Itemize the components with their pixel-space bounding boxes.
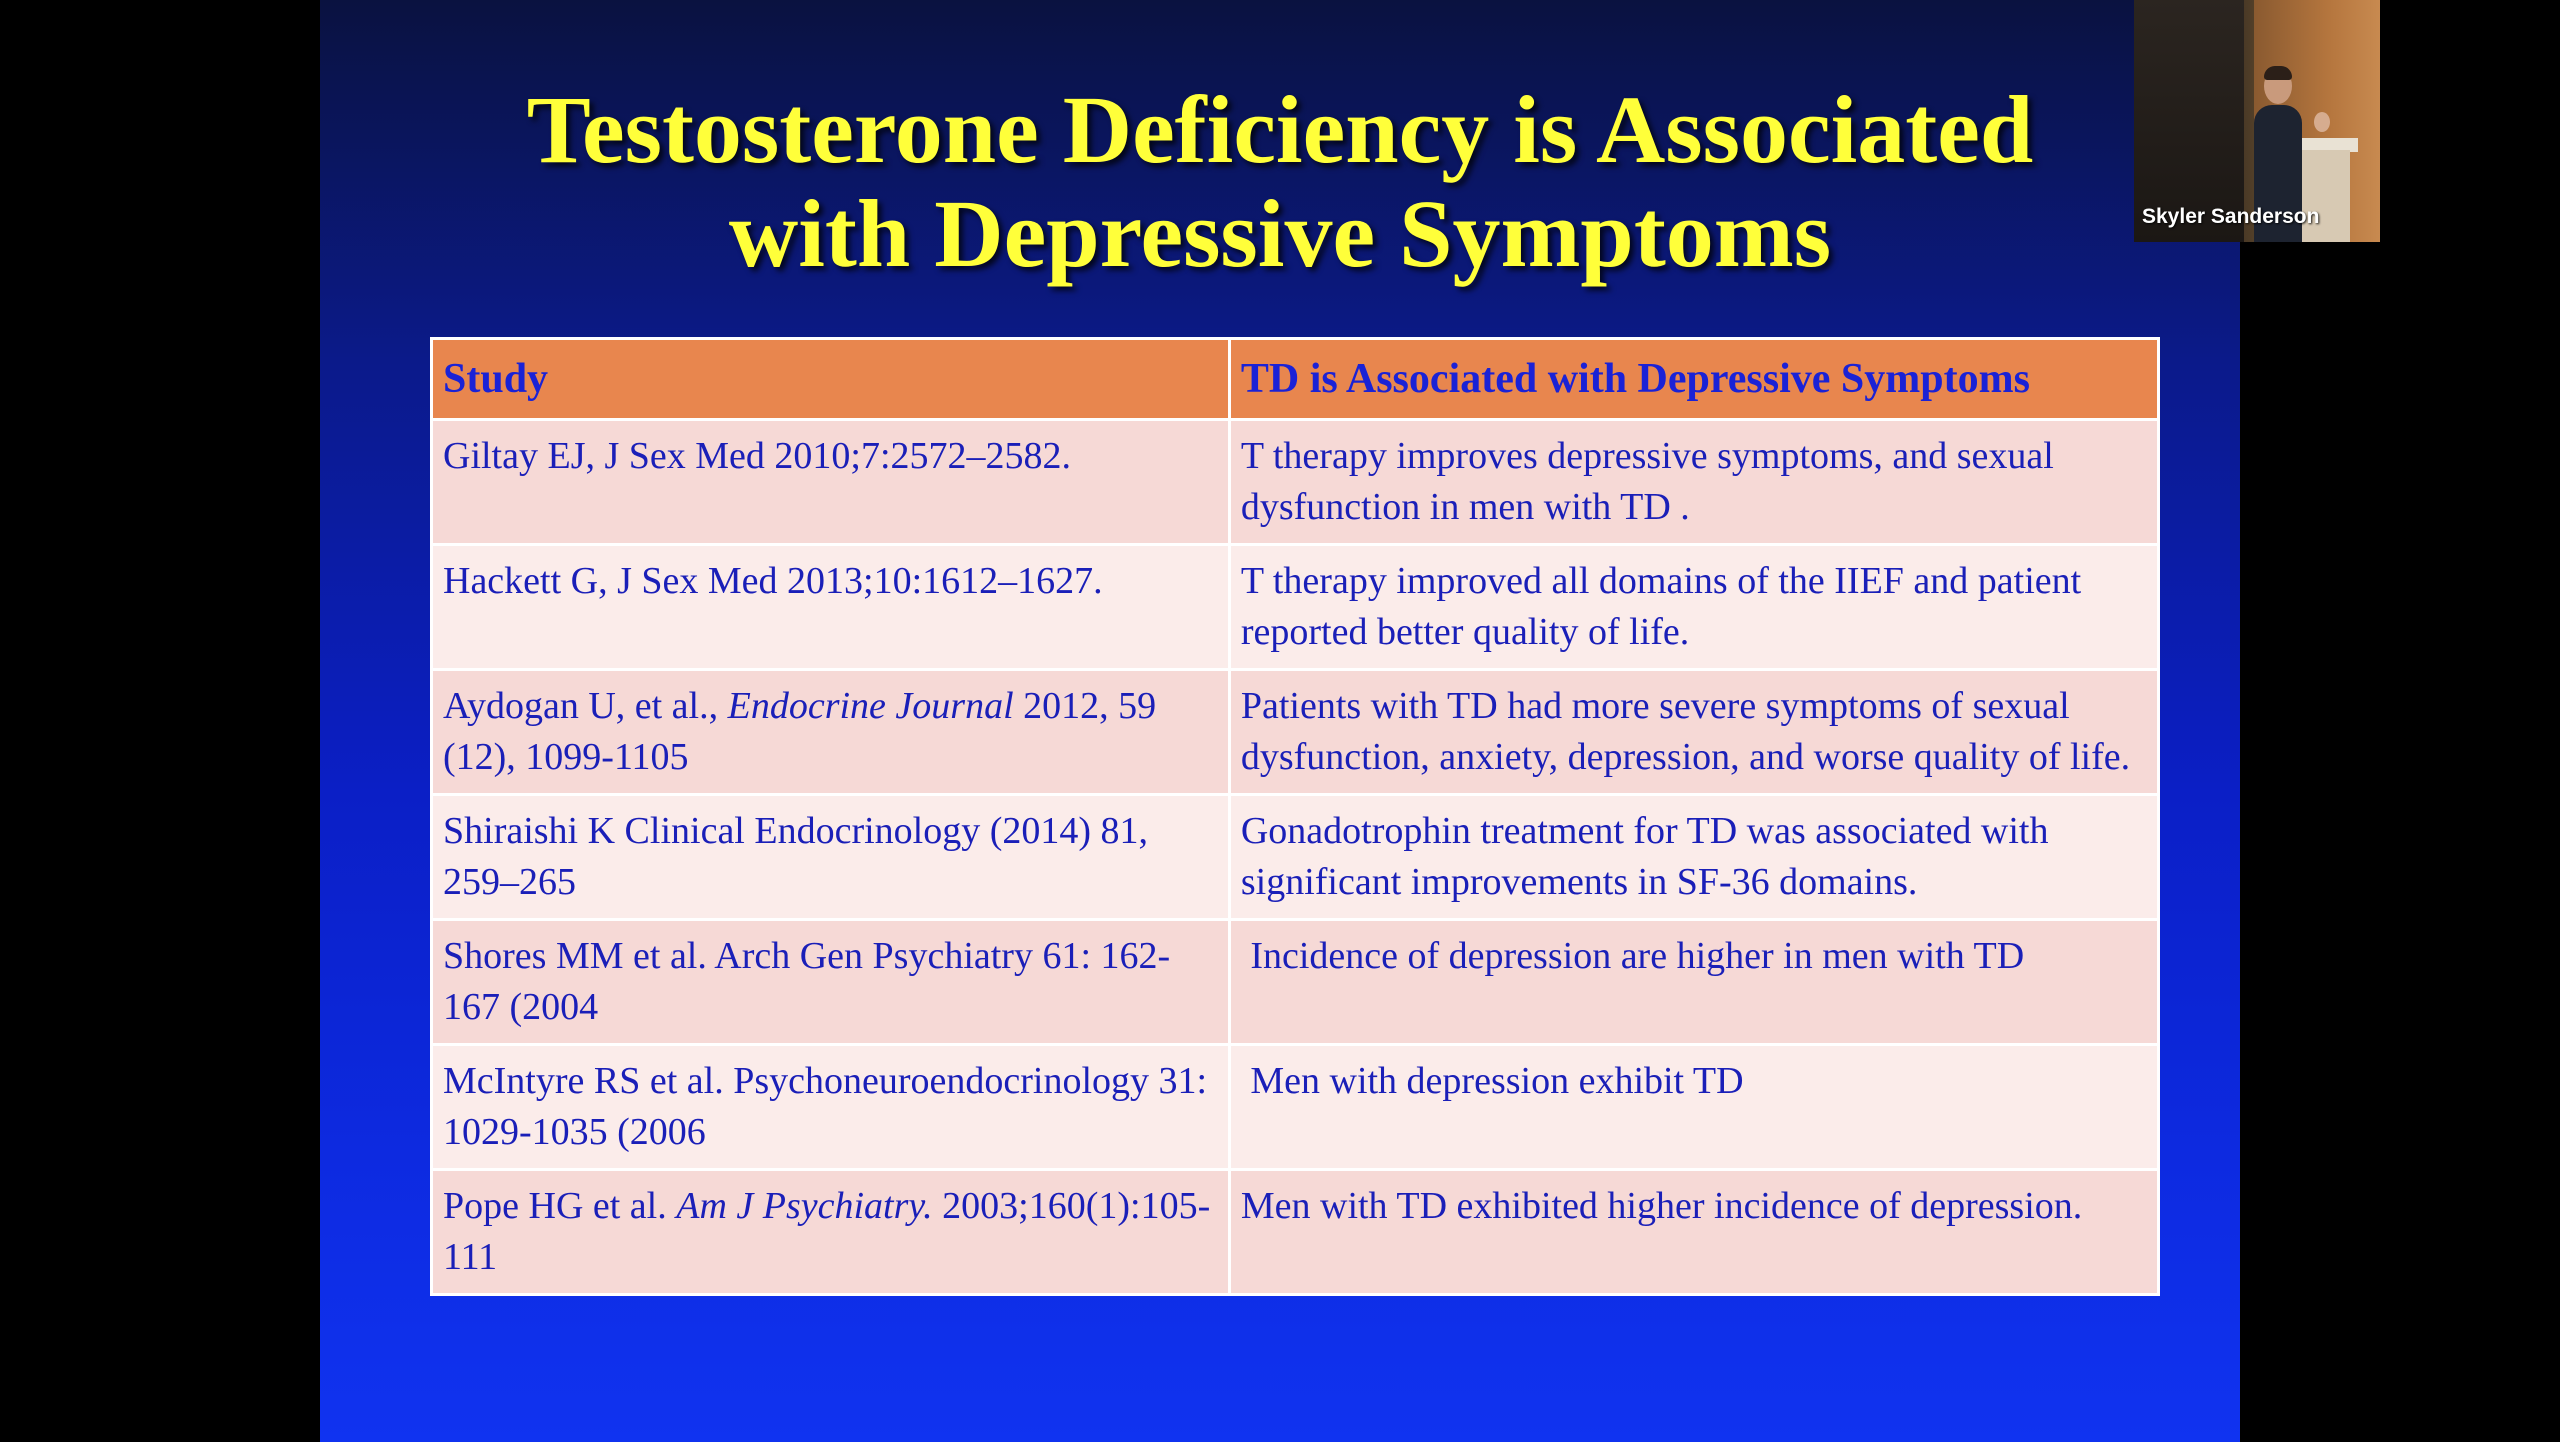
speaker-figure	[2254, 105, 2302, 242]
participant-video-tile[interactable]: Skyler Sanderson	[2134, 0, 2380, 242]
study-cell: Giltay EJ, J Sex Med 2010;7:2572–2582.	[430, 418, 1231, 546]
lectern-top	[2294, 138, 2358, 152]
header-finding: TD is Associated with Depressive Symptom…	[1227, 337, 2161, 421]
finding-cell: Gonadotrophin treatment for TD was assoc…	[1227, 793, 2161, 921]
table-row: Shiraishi K Clinical Endocrinology (2014…	[430, 793, 2161, 921]
table-row: McIntyre RS et al. Psychoneuroendocrinol…	[430, 1043, 2161, 1171]
study-cell: McIntyre RS et al. Psychoneuroendocrinol…	[430, 1043, 1231, 1171]
study-cell: Shiraishi K Clinical Endocrinology (2014…	[430, 793, 1231, 921]
finding-cell: T therapy improves depressive symptoms, …	[1227, 418, 2161, 546]
table-row: Hackett G, J Sex Med 2013;10:1612–1627. …	[430, 543, 2161, 671]
study-cell: Aydogan U, et al., Endocrine Journal 201…	[430, 668, 1231, 796]
finding-cell: Men with depression exhibit TD	[1227, 1043, 2161, 1171]
finding-cell: Men with TD exhibited higher incidence o…	[1227, 1168, 2161, 1296]
lectern	[2302, 150, 2350, 242]
slide-title-line-1: Testosterone Deficiency is Associated	[526, 76, 2034, 183]
finding-cell: T therapy improved all domains of the II…	[1227, 543, 2161, 671]
slide-title-line-2: with Depressive Symptoms	[728, 180, 1832, 287]
finding-cell: Patients with TD had more severe symptom…	[1227, 668, 2161, 796]
table-row: Giltay EJ, J Sex Med 2010;7:2572–2582. T…	[430, 418, 2161, 546]
slide-title: Testosterone Deficiency is Associated wi…	[320, 78, 2240, 286]
table-header-row: Study TD is Associated with Depressive S…	[430, 337, 2161, 421]
study-cell: Shores MM et al. Arch Gen Psychiatry 61:…	[430, 918, 1231, 1046]
study-cell: Pope HG et al. Am J Psychiatry. 2003;160…	[430, 1168, 1231, 1296]
speaker-hair	[2264, 66, 2292, 80]
video-background	[2134, 0, 2244, 242]
table-row: Pope HG et al. Am J Psychiatry. 2003;160…	[430, 1168, 2161, 1296]
table-row: Aydogan U, et al., Endocrine Journal 201…	[430, 668, 2161, 796]
participant-name-label: Skyler Sanderson	[2142, 205, 2320, 228]
header-study: Study	[430, 337, 1231, 421]
study-cell: Hackett G, J Sex Med 2013;10:1612–1627.	[430, 543, 1231, 671]
studies-table: Study TD is Associated with Depressive S…	[430, 337, 2161, 1296]
speaker-hand	[2314, 112, 2330, 132]
finding-cell: Incidence of depression are higher in me…	[1227, 918, 2161, 1046]
table-row: Shores MM et al. Arch Gen Psychiatry 61:…	[430, 918, 2161, 1046]
presentation-slide: Testosterone Deficiency is Associated wi…	[320, 0, 2240, 1442]
